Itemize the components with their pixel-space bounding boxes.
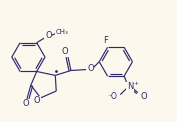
Text: O: O bbox=[45, 31, 52, 40]
Text: O: O bbox=[87, 64, 94, 73]
Text: F: F bbox=[103, 36, 108, 45]
Text: ⁻O: ⁻O bbox=[107, 92, 117, 101]
Text: O: O bbox=[23, 99, 29, 108]
Text: O: O bbox=[33, 96, 40, 105]
Text: O: O bbox=[62, 47, 68, 56]
Text: O: O bbox=[140, 92, 147, 101]
Text: +: + bbox=[133, 81, 138, 86]
Text: N: N bbox=[127, 82, 133, 91]
Text: CH₃: CH₃ bbox=[56, 29, 68, 35]
